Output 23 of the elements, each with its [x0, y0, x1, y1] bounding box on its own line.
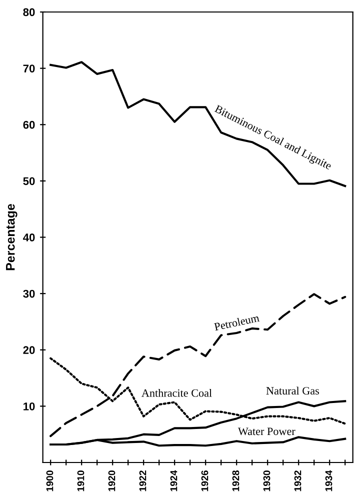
- x-tick-label: 1922: [139, 470, 146, 492]
- x-tick-label: 1932: [294, 470, 302, 492]
- x-tick-label: 1920: [108, 470, 116, 492]
- y-axis-title: Percentage: [6, 204, 18, 270]
- text: Petroleum: [214, 314, 260, 331]
- y-tick-label: 60: [23, 120, 35, 129]
- y-tick-label: 10: [24, 402, 35, 410]
- y-tick-label: 20: [23, 346, 35, 354]
- x-tick-label: 1910: [77, 470, 84, 492]
- y-tick-label: 40: [23, 234, 35, 242]
- x-tick-label: 1928: [232, 470, 240, 492]
- x-tick-label: 1934: [325, 470, 332, 492]
- x-tick-label: 1930: [263, 470, 270, 492]
- y-tick-label: 70: [23, 64, 35, 72]
- y-tick-label: 30: [23, 290, 35, 298]
- series-label: Natural Gas: [266, 386, 319, 395]
- x-tick-label: 1926: [201, 470, 208, 492]
- series-label: Anthracite Coal: [142, 388, 212, 397]
- x-tick-label: 1900: [46, 470, 54, 492]
- series-label: Water Power: [238, 428, 296, 436]
- y-tick-label: 80: [23, 8, 35, 16]
- y-tick-label: 50: [23, 177, 35, 186]
- x-tick-label: 1924: [170, 470, 178, 492]
